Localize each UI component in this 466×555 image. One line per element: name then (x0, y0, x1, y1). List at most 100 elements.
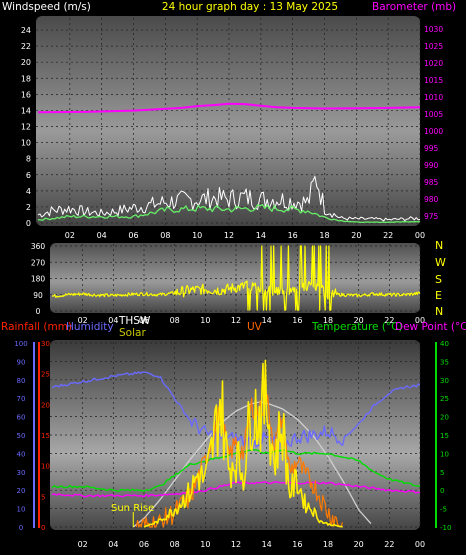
compass-label-n1: N (435, 239, 443, 252)
sunrise-label: Sun Rise (111, 503, 154, 514)
temp-y-tick-40: 40 (440, 340, 449, 348)
wind-x-tick-20: 20 (351, 231, 361, 240)
baro-y-tick-975: 975 (424, 212, 439, 221)
baro-y-tick-990: 990 (424, 161, 439, 170)
wind-y-tick-6: 6 (26, 171, 31, 180)
wind-x-tick-16: 16 (288, 231, 298, 240)
wind-x-tick-04: 04 (97, 231, 107, 240)
dir-x-tick-02: 02 (78, 316, 88, 325)
wind-y-tick-22: 22 (21, 42, 31, 51)
baro-y-tick-995: 995 (424, 144, 439, 153)
main-x-tick-06: 06 (139, 540, 149, 549)
humidity-y-tick-60: 60 (17, 414, 26, 422)
main-x-tick-08: 08 (170, 540, 180, 549)
wind-x-tick-14: 14 (256, 231, 266, 240)
dir-x-tick-00: 00 (415, 316, 425, 325)
wind-y-tick-18: 18 (21, 74, 31, 83)
wind-x-tick-08: 08 (160, 231, 170, 240)
main-x-tick-12: 12 (231, 540, 241, 549)
rainfall-legend: Rainfall (mm) (1, 321, 72, 333)
gridlines (33, 18, 437, 528)
compass-label-n2: N (435, 305, 443, 318)
dir-x-tick-06: 06 (139, 316, 149, 325)
humidity-y-tick-80: 80 (17, 377, 26, 385)
dir-x-tick-22: 22 (384, 316, 394, 325)
temp-y-tick--5: -5 (440, 506, 447, 514)
rain-y-tick-15: 15 (41, 432, 50, 440)
barometer-line (37, 102, 421, 114)
main-x-tick-18: 18 (323, 540, 333, 549)
humidity-y-tick-30: 30 (17, 469, 26, 477)
dir-x-tick-14: 14 (262, 316, 272, 325)
thsw-legend: THSW (118, 315, 151, 327)
wind-x-tick-02: 02 (65, 231, 75, 240)
wind-y-tick-24: 24 (21, 26, 31, 35)
baro-y-tick-1005: 1005 (424, 110, 443, 119)
series-lines (37, 102, 421, 528)
wind-x-tick-10: 10 (192, 231, 202, 240)
main-x-tick-20: 20 (354, 540, 364, 549)
baro-y-tick-1000: 1000 (424, 127, 443, 136)
rain-y-tick-20: 20 (41, 401, 50, 409)
rain-y-tick-5: 5 (41, 493, 45, 501)
direction-panel-background (50, 243, 420, 313)
dir-x-tick-18: 18 (323, 316, 333, 325)
wind-x-tick-12: 12 (224, 231, 234, 240)
humidity-y-tick-90: 90 (17, 358, 26, 366)
humidity-y-tick-40: 40 (17, 450, 26, 458)
dir-x-tick-08: 08 (170, 316, 180, 325)
humidity-y-tick-50: 50 (17, 432, 26, 440)
wind-y-tick-4: 4 (26, 187, 31, 196)
temp-y-tick-5: 5 (440, 469, 444, 477)
temperature-legend: Temperature (°C) (311, 321, 403, 333)
dir-x-tick-10: 10 (200, 316, 210, 325)
wind-panel-background (36, 16, 420, 226)
compass-label-w: W (435, 256, 446, 269)
tick-labels: 0246810121416182022249759809859909951000… (14, 25, 451, 549)
wind-average-line (37, 203, 421, 224)
dir-y-tick-180: 180 (31, 275, 46, 284)
main-x-tick-14: 14 (262, 540, 272, 549)
baro-y-tick-985: 985 (424, 178, 439, 187)
wind-x-tick-00: 00 (415, 231, 425, 240)
baro-y-tick-1025: 1025 (424, 42, 443, 51)
wind-y-tick-8: 8 (26, 155, 31, 164)
wind-y-tick-0: 0 (26, 219, 31, 228)
temp-y-tick-0: 0 (440, 487, 444, 495)
baro-y-tick-1015: 1015 (424, 76, 443, 85)
solar-line (143, 359, 343, 528)
dir-x-tick-20: 20 (354, 316, 364, 325)
temp-y-tick-30: 30 (440, 377, 449, 385)
dir-y-tick-270: 270 (31, 258, 46, 267)
wind-y-tick-20: 20 (21, 58, 31, 67)
wind-x-tick-18: 18 (319, 231, 329, 240)
uv-legend: UV (247, 321, 263, 333)
temp-y-tick-20: 20 (440, 414, 449, 422)
baro-y-tick-1010: 1010 (424, 93, 443, 102)
dir-y-tick-360: 360 (31, 242, 46, 251)
rain-y-tick-10: 10 (41, 463, 50, 471)
humidity-y-tick-70: 70 (17, 395, 26, 403)
humidity-y-tick-0: 0 (19, 524, 23, 532)
humidity-line (51, 371, 421, 450)
wind-x-tick-22: 22 (383, 231, 393, 240)
rain-y-tick-25: 25 (41, 371, 50, 379)
dir-x-tick-04: 04 (108, 316, 118, 325)
wind-x-tick-06: 06 (128, 231, 138, 240)
wind-direction-line (51, 245, 421, 311)
dir-y-tick-90: 90 (33, 291, 43, 300)
main-x-tick-04: 04 (108, 540, 118, 549)
main-x-tick-00: 00 (415, 540, 425, 549)
dir-x-tick-12: 12 (231, 316, 241, 325)
rain-y-tick-30: 30 (41, 340, 50, 348)
windspeed-axis-label: Windspeed (m/s) (2, 1, 91, 13)
humidity-y-tick-20: 20 (17, 487, 26, 495)
temp-y-tick-35: 35 (440, 358, 449, 366)
temp-y-tick-25: 25 (440, 395, 449, 403)
dir-y-tick-0: 0 (36, 307, 41, 316)
humidity-y-tick-10: 10 (17, 506, 26, 514)
barometer-axis-label: Barometer (mb) (372, 1, 456, 13)
wind-y-tick-14: 14 (21, 106, 31, 115)
humidity-legend: Humidity (66, 321, 114, 333)
